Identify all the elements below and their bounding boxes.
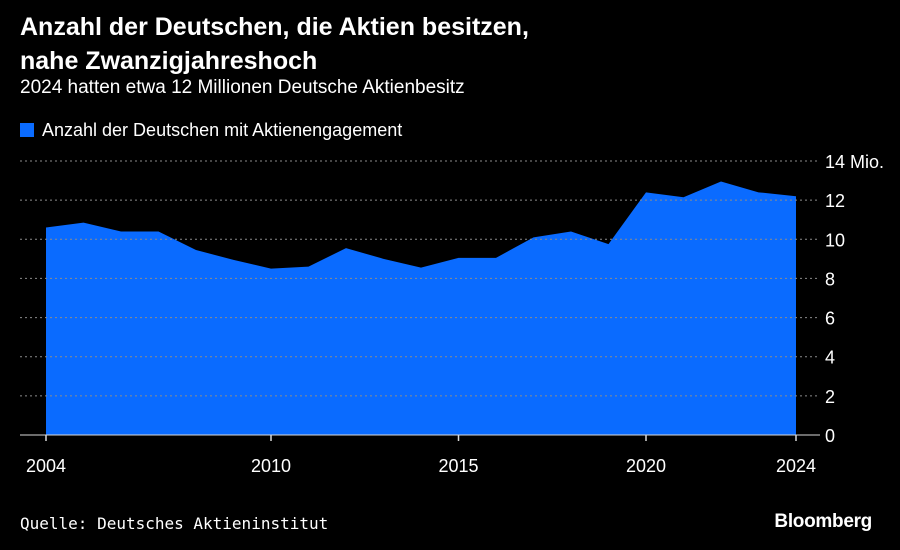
x-tick-label: 2015 xyxy=(438,456,478,476)
legend-swatch xyxy=(20,123,34,137)
y-tick-label: 2 xyxy=(825,387,835,407)
x-tick-label: 2024 xyxy=(776,456,816,476)
legend-label: Anzahl der Deutschen mit Aktienengagemen… xyxy=(42,120,403,140)
x-tick-label: 2020 xyxy=(626,456,666,476)
y-tick-label: 6 xyxy=(825,309,835,329)
y-tick-label: 14 Mio. xyxy=(825,152,884,172)
source-note: Quelle: Deutsches Aktieninstitut xyxy=(20,514,329,533)
x-tick-label: 2004 xyxy=(26,456,66,476)
y-tick-label: 0 xyxy=(825,426,835,446)
chart-title-line-2: nahe Zwanzigjahreshoch xyxy=(20,47,318,75)
bloomberg-logo: Bloomberg xyxy=(774,511,872,532)
x-tick-label: 2010 xyxy=(251,456,291,476)
y-tick-label: 8 xyxy=(825,269,835,289)
chart-title-line-1: Anzahl der Deutschen, die Aktien besitze… xyxy=(20,13,529,41)
legend: Anzahl der Deutschen mit Aktienengagemen… xyxy=(20,118,402,142)
chart-subtitle: 2024 hatten etwa 12 Millionen Deutsche A… xyxy=(20,77,465,98)
y-tick-label: 12 xyxy=(825,191,845,211)
y-tick-label: 4 xyxy=(825,348,835,368)
area-series-0 xyxy=(46,181,796,435)
y-tick-label: 10 xyxy=(825,230,845,250)
chart-title: Anzahl der Deutschen, die Aktien besitze… xyxy=(20,10,880,78)
